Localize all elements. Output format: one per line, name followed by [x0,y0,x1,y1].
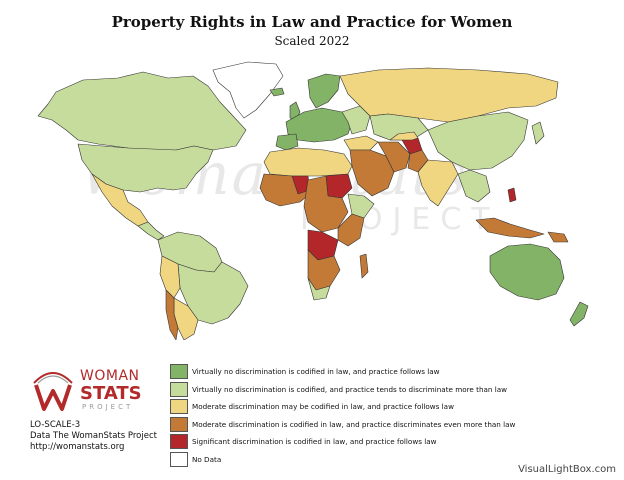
legend-swatch [170,364,188,379]
region-central-america [137,221,165,241]
legend-label: No Data [192,454,222,464]
region-horn-africa [347,193,375,219]
region-greenland [212,61,284,119]
region-png [547,231,569,243]
region-canada [37,71,247,153]
credit-text: VisualLightBox.com [518,464,616,475]
region-new-zealand [569,301,589,327]
region-central-asia [389,131,419,141]
logo-text-project: PROJECT [82,403,134,411]
region-russia [339,67,559,123]
region-chile [165,289,179,340]
legend-label: Moderate discrimination is codified in l… [192,419,516,429]
legend-label: Significant discrimination is codified i… [192,437,437,446]
legend-swatch [170,381,188,397]
region-japan [531,121,545,145]
region-australia [489,243,565,301]
data-source: Data The WomanStats Project [30,431,157,441]
legend-label: Virtually no discrimination is codified,… [192,384,508,394]
womanstats-logo: WOMAN STATS PROJECT [30,365,142,415]
region-turkey [343,135,379,151]
map-subtitle: Scaled 2022 [274,34,350,48]
world-map [37,61,589,340]
map-title: Property Rights in Law and Practice for … [111,13,513,31]
region-southeast-asia [457,169,491,203]
region-philippines [507,187,517,203]
region-iberia [275,133,299,151]
region-north-africa [263,147,353,177]
region-china [427,111,529,171]
logo-text-woman: WOMAN [80,368,140,384]
legend-swatch [170,434,188,449]
region-india [417,159,459,207]
region-south-africa [307,277,331,301]
logo-text-stats: STATS [80,383,142,404]
scale-code: LO-SCALE-3 [30,420,81,430]
legend-swatch [170,451,188,467]
region-iceland [269,87,285,97]
logo-emblem-icon [33,372,73,411]
legend-label: Virtually no discrimination is codified … [192,367,440,376]
region-madagascar [359,253,369,279]
legend-swatch [170,416,188,432]
region-scandinavia [307,73,341,109]
legend-swatch [170,399,188,414]
source-info: LO-SCALE-3 Data The WomanStats Project h… [30,420,157,453]
region-iran [377,141,411,173]
source-url: http://womanstats.org [30,442,125,452]
region-central-africa [303,175,349,233]
region-middle-east [349,149,395,197]
region-indonesia [475,217,545,239]
legend-label: Moderate discrimination may be codified … [192,402,454,411]
